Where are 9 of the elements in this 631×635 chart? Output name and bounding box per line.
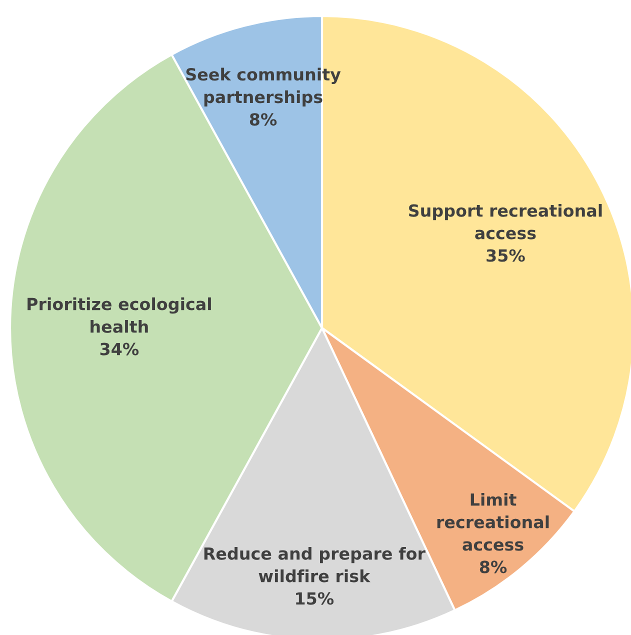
slice-label: Limit recreational access [437,492,549,551]
data-label: 8% [250,113,277,126]
data-label: 8% [480,560,507,574]
slice-label: Support recreational access [409,204,602,240]
data-label: 34% [100,342,139,356]
slice-label: Reduce and prepare for wildfire risk [204,546,426,582]
data-label: 35% [486,249,525,262]
slice-label: Prioritize ecological health [28,297,211,333]
data-label: 15% [296,592,334,605]
